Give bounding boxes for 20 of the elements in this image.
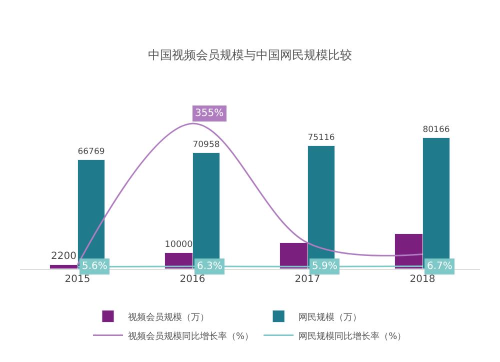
chart-title: 中国视频会员规模与中国网民规模比较	[148, 48, 352, 62]
x-tick-label: 2016	[180, 274, 206, 285]
data-label: 70958	[192, 139, 220, 150]
x-tick-label: 2017	[294, 274, 320, 285]
data-label: 66769	[78, 146, 105, 156]
legend-label: 视频会员规模同比增长率（%）	[128, 330, 254, 342]
data-label: 355%	[195, 108, 224, 119]
data-label: 75116	[308, 132, 335, 142]
x-tick-label: 2018	[410, 274, 436, 285]
legend-label: 网民规模（万）	[298, 312, 362, 323]
x-tick-label: 2015	[64, 274, 90, 285]
data-label: 80166	[422, 124, 450, 134]
data-label: 2200	[51, 250, 76, 262]
data-label: 5.6%	[82, 261, 108, 272]
legend-label: 网民规模同比增长率（%）	[298, 330, 406, 342]
data-label: 5.9%	[312, 261, 338, 272]
data-label: 10000	[164, 240, 194, 250]
data-label: 6.3%	[197, 261, 222, 272]
legend-label: 视频会员规模（万）	[128, 312, 209, 323]
data-label: 6.7%	[427, 261, 452, 272]
